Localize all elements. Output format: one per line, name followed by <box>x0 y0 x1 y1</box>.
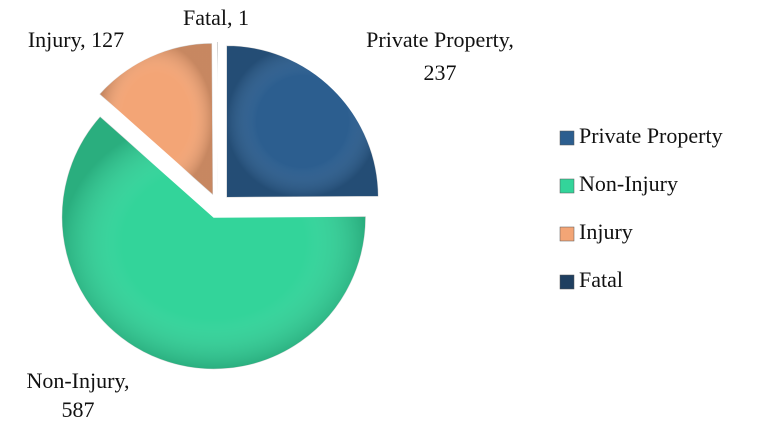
pie-slice <box>225 44 379 198</box>
label-sep: , <box>80 27 91 52</box>
label-category: Private Property <box>366 27 510 52</box>
data-label: Private Property, <box>366 27 514 52</box>
label-category: Injury <box>28 27 82 52</box>
label-sep: , <box>124 368 130 393</box>
label-category: Non-Injury <box>26 368 125 393</box>
legend-swatch <box>559 178 575 194</box>
label-value: 127 <box>91 27 124 52</box>
data-label: 587 <box>62 397 95 422</box>
label-category: Fatal <box>183 5 227 30</box>
label-value: 1 <box>238 5 249 30</box>
label-sep: , <box>508 27 514 52</box>
label-value: 587 <box>62 397 95 422</box>
data-label: Fatal, 1 <box>183 5 249 30</box>
pie-slice <box>216 41 219 195</box>
legend-swatch <box>559 274 575 290</box>
label-sep: , <box>227 5 238 30</box>
legend-label: Non-Injury <box>579 171 678 196</box>
data-label: Injury, 127 <box>28 27 124 52</box>
label-value: 237 <box>424 60 457 85</box>
legend-swatch <box>559 130 575 146</box>
legend-label: Private Property <box>579 123 723 148</box>
data-label: 237 <box>424 60 457 85</box>
data-label: Non-Injury, <box>26 368 129 393</box>
legend-label: Fatal <box>579 267 623 292</box>
legend-label: Injury <box>579 219 633 244</box>
legend-swatch <box>559 226 575 242</box>
